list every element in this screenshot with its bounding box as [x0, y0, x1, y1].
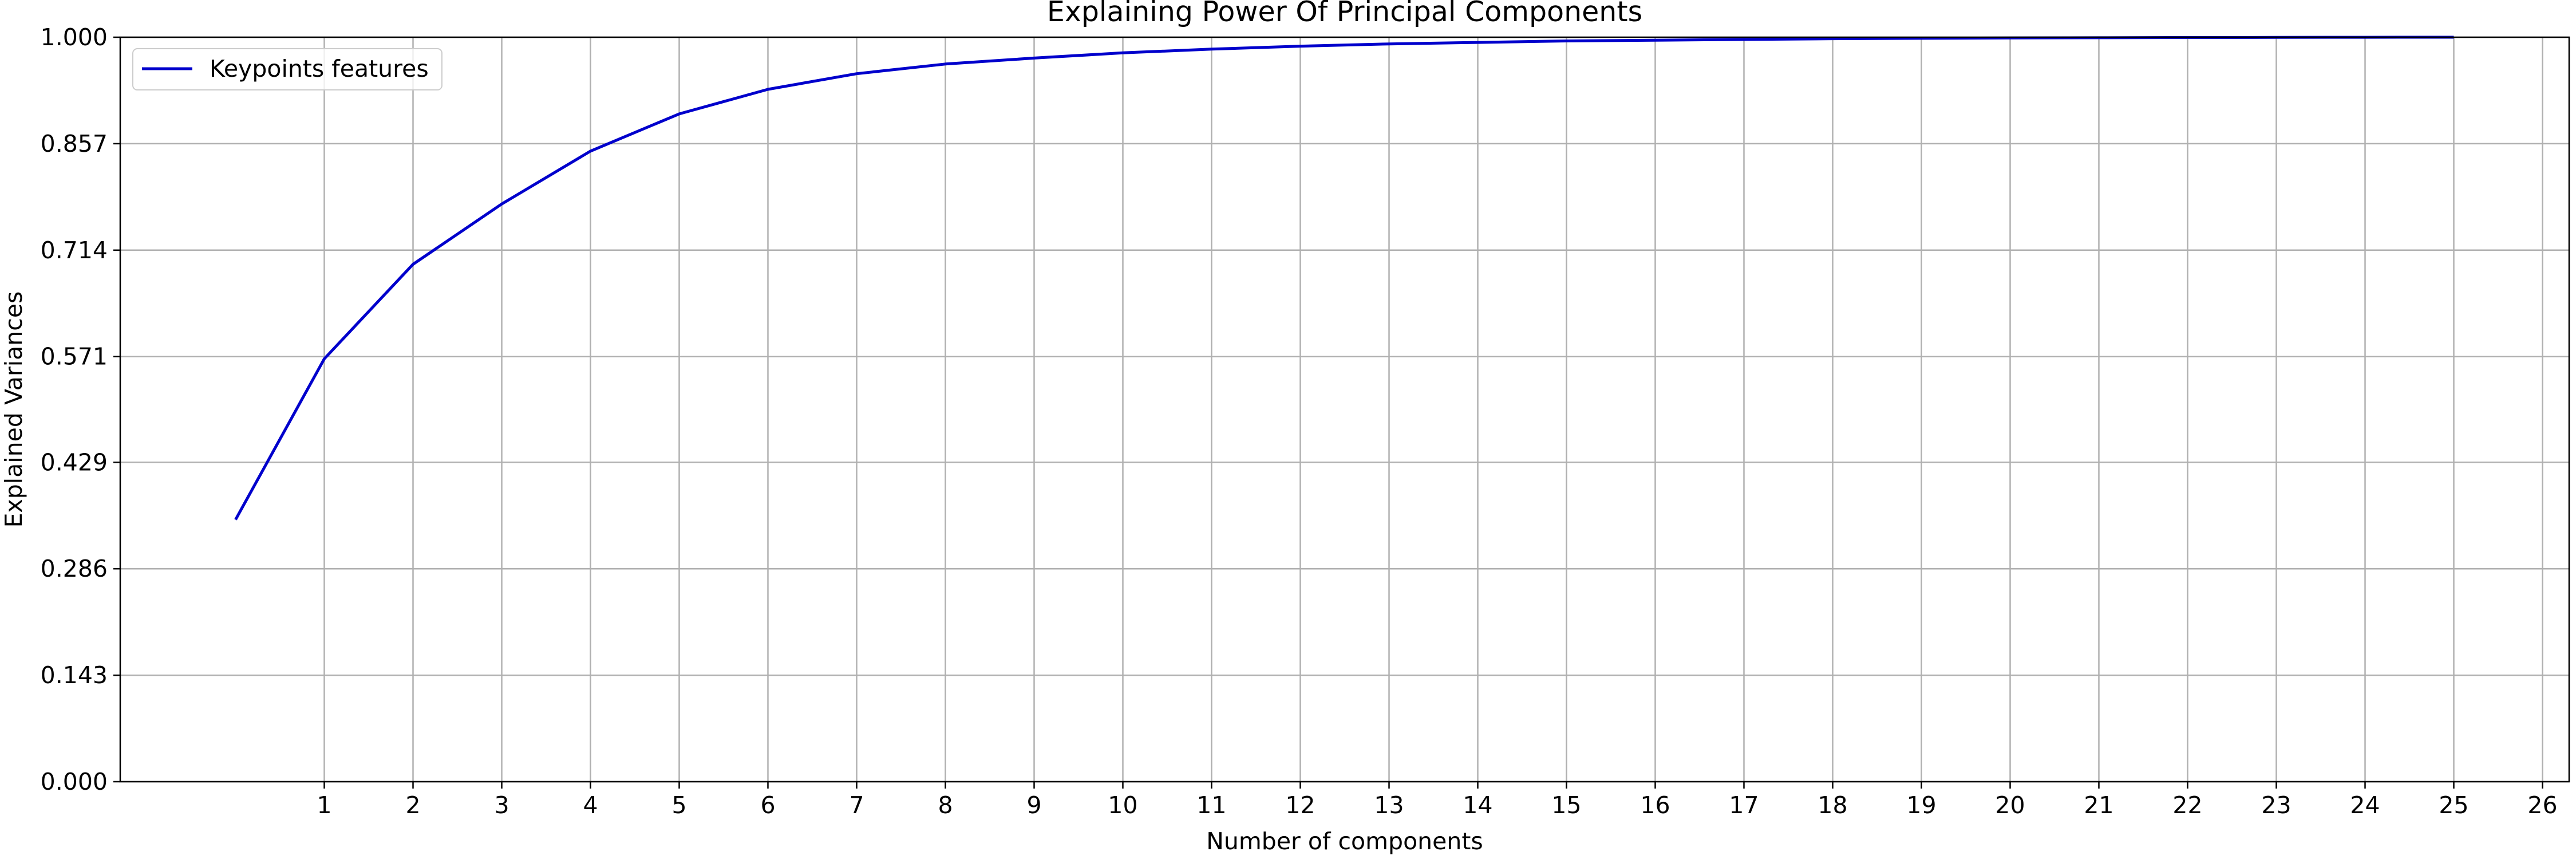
x-tick-label: 22 — [2172, 791, 2202, 819]
x-tick-label: 8 — [938, 791, 953, 819]
y-tick-label: 0.000 — [41, 768, 108, 795]
x-tick-label: 26 — [2527, 791, 2557, 819]
x-tick-label: 17 — [1729, 791, 1759, 819]
legend-box — [132, 48, 442, 90]
x-axis-label: Number of components — [1206, 828, 1483, 855]
y-tick-label: 0.571 — [41, 343, 108, 371]
x-tick-label: 21 — [2084, 791, 2113, 819]
y-tick-label: 1.000 — [41, 23, 108, 51]
x-tick-label: 14 — [1463, 791, 1492, 819]
legend-label: Keypoints features — [210, 55, 429, 82]
x-tick-label: 4 — [583, 791, 598, 819]
y-tick-label: 0.286 — [41, 555, 108, 582]
x-tick-label: 15 — [1551, 791, 1581, 819]
y-tick-label: 0.143 — [41, 661, 108, 689]
x-tick-label: 10 — [1108, 791, 1137, 819]
series-layer — [234, 36, 2454, 521]
x-tick-label: 13 — [1374, 791, 1404, 819]
x-tick-label: 7 — [849, 791, 864, 819]
x-tick-label: 19 — [1906, 791, 1936, 819]
x-tick-label: 16 — [1640, 791, 1670, 819]
x-tick-label: 9 — [1026, 791, 1041, 819]
x-tick-label: 25 — [2439, 791, 2468, 819]
x-tick-label: 11 — [1196, 791, 1226, 819]
x-tick-label: 18 — [1818, 791, 1847, 819]
x-tick-label: 3 — [494, 791, 509, 819]
x-tick-label: 20 — [1995, 791, 2025, 819]
x-tick-label: 6 — [760, 791, 775, 819]
x-tick-label: 23 — [2261, 791, 2291, 819]
x-tick-label: 1 — [317, 791, 331, 819]
plot-frame — [119, 36, 2570, 783]
legend: Keypoints features — [132, 48, 442, 90]
x-tick-label: 2 — [405, 791, 420, 819]
x-tick-label: 24 — [2350, 791, 2380, 819]
x-tick-label: 5 — [671, 791, 686, 819]
series-line — [234, 36, 2454, 521]
chart-title: Explaining Power Of Principal Components — [1047, 0, 1642, 28]
y-tick-label: 0.429 — [41, 448, 108, 476]
y-axis-label: Explained Variances — [0, 291, 27, 528]
y-tick-label: 0.857 — [41, 130, 108, 157]
x-tick-label: 12 — [1285, 791, 1315, 819]
grid — [120, 36, 2569, 783]
ticks: 1 2 3 4 5 6 7 8 9 10 11 12 13 14 15 16 17 18 19 20 21 22 23 24 2… — [41, 23, 2558, 819]
y-tick-label: 0.714 — [41, 237, 108, 264]
